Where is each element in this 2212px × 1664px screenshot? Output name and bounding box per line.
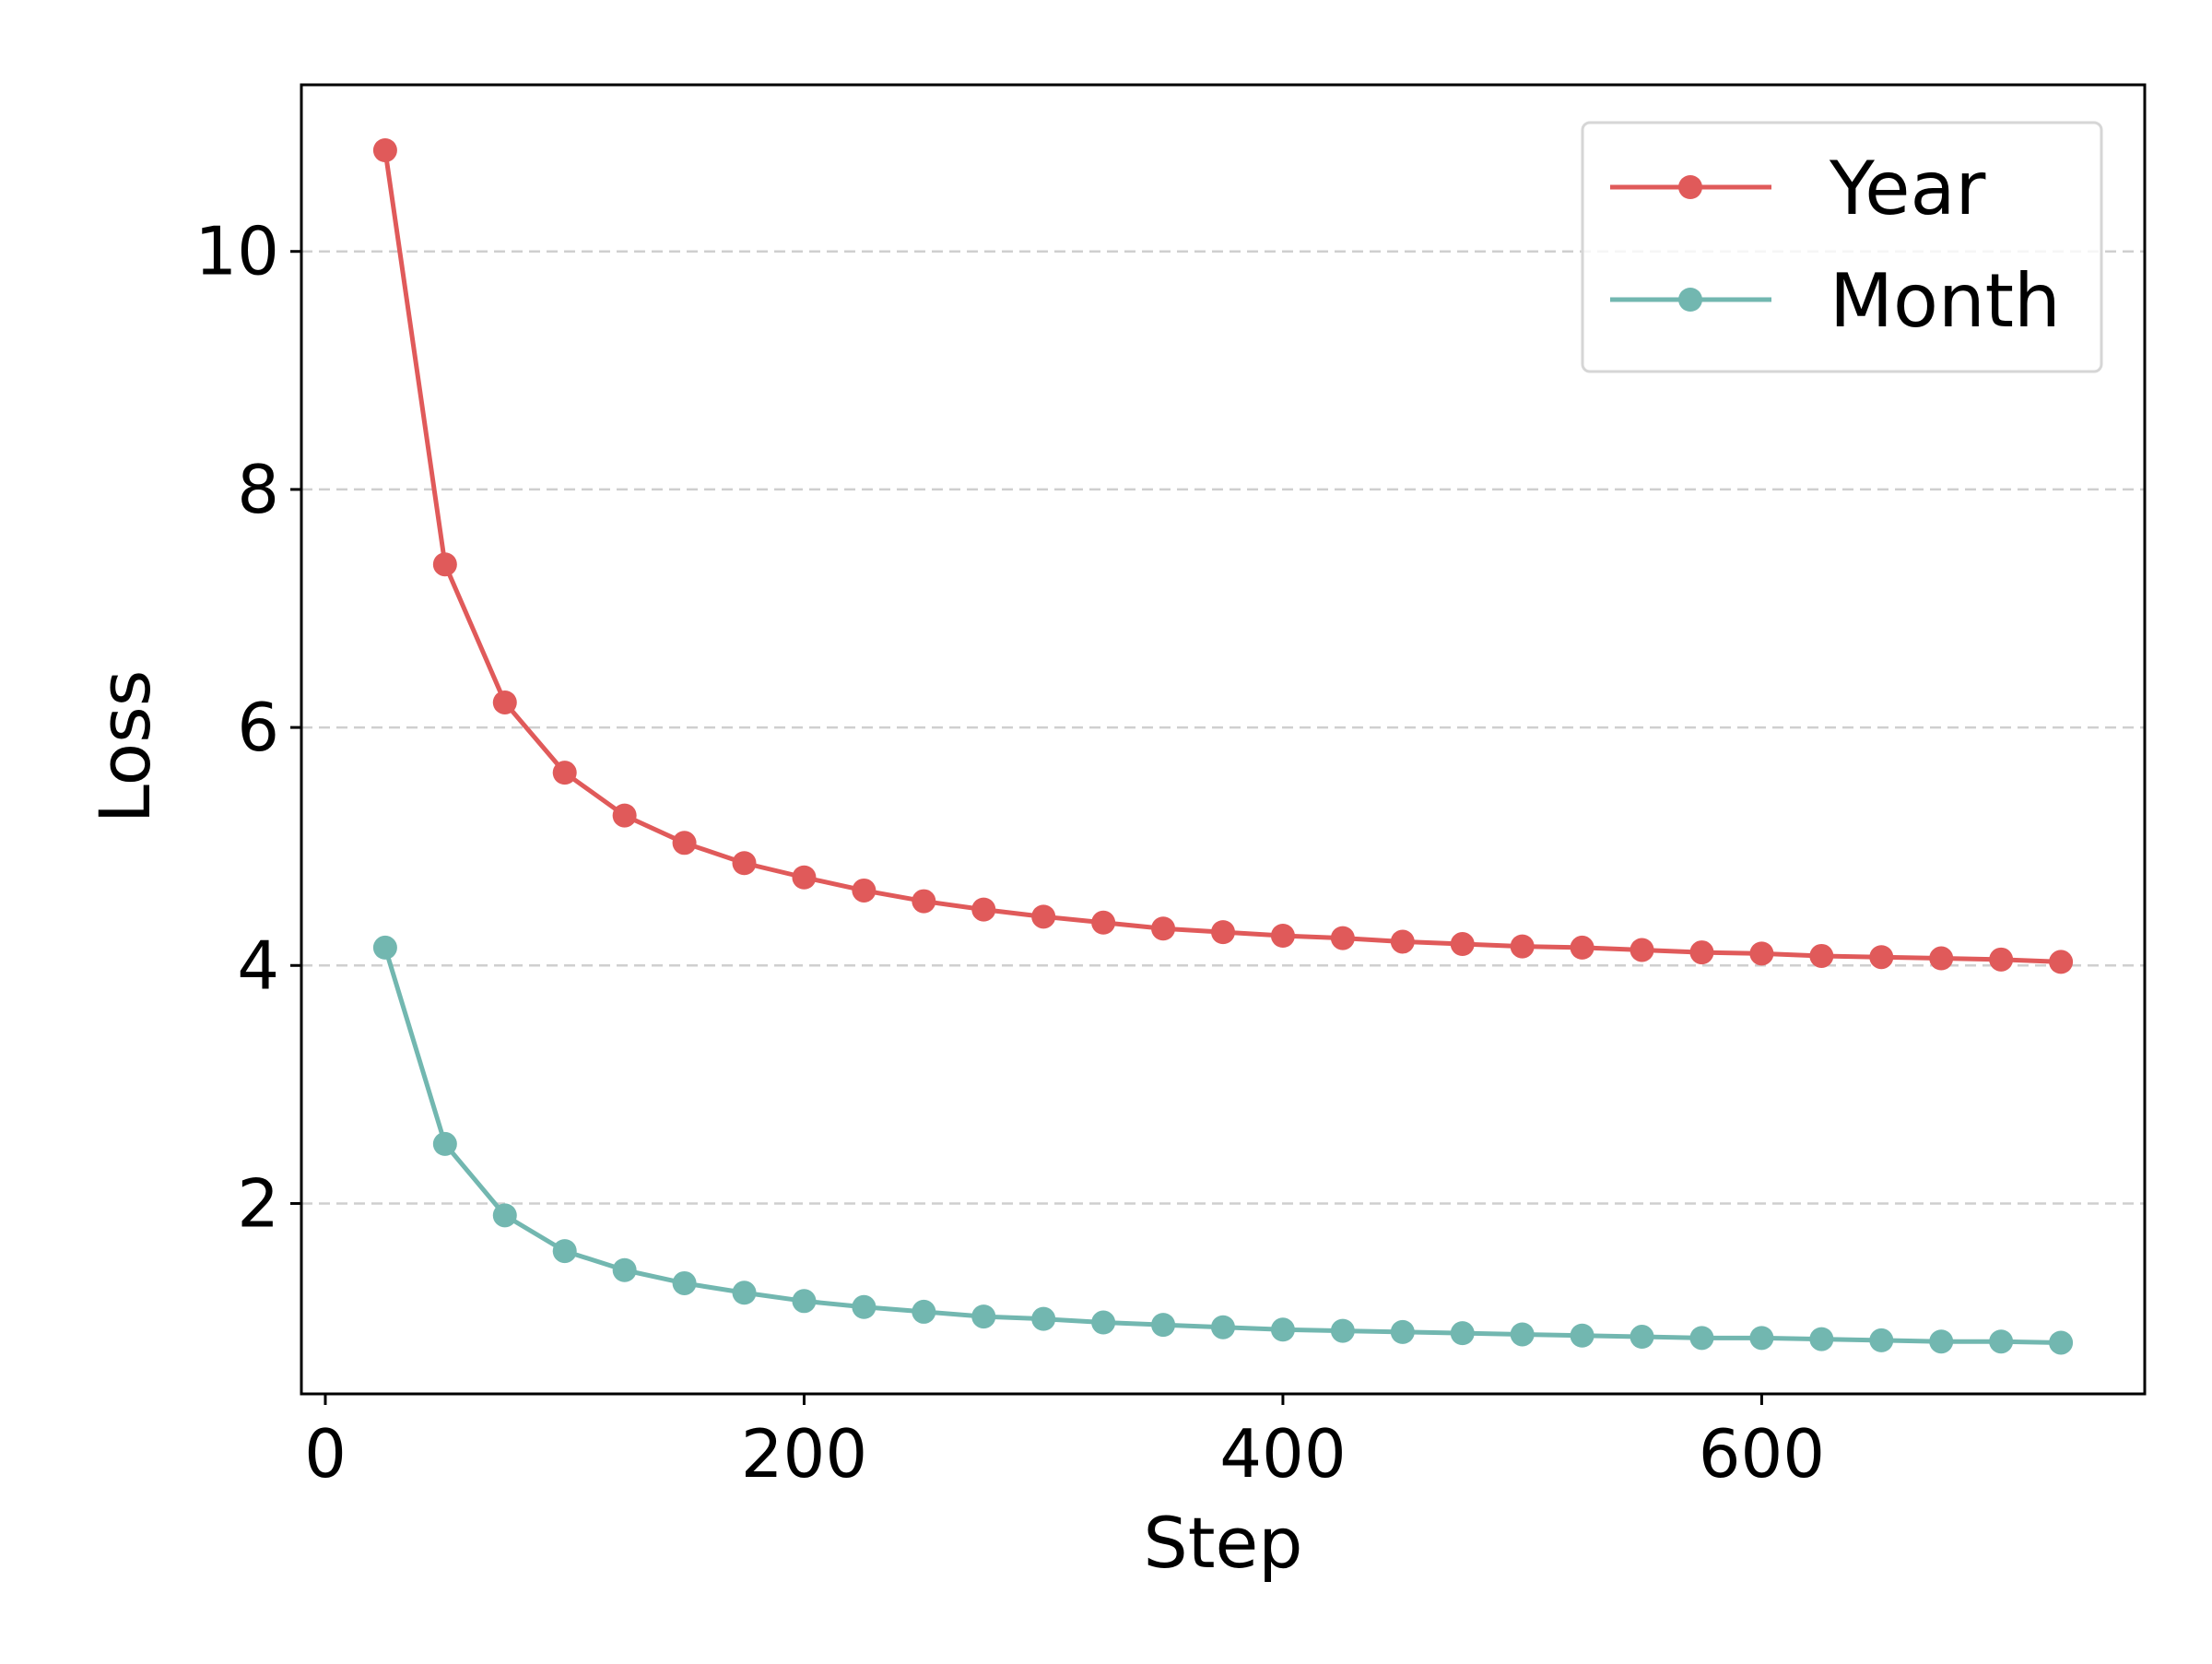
data-point-year <box>552 761 577 785</box>
y-tick-label: 8 <box>237 451 279 528</box>
data-point-year <box>1330 926 1355 950</box>
data-point-month <box>1809 1327 1834 1351</box>
data-point-year <box>1270 924 1295 948</box>
data-point-month <box>432 1131 457 1156</box>
data-point-month <box>1929 1329 1954 1354</box>
data-point-month <box>2049 1330 2074 1355</box>
data-point-month <box>1510 1322 1535 1347</box>
x-axis-title: Step <box>1143 1502 1302 1584</box>
data-point-month <box>372 935 397 960</box>
data-point-year <box>492 690 517 714</box>
data-point-year <box>1390 929 1415 954</box>
data-point-year <box>2049 950 2074 974</box>
data-point-year <box>612 803 637 828</box>
legend-label: Month <box>1830 258 2061 344</box>
data-point-month <box>1091 1310 1116 1335</box>
data-point-month <box>792 1289 817 1314</box>
x-tick-label: 400 <box>1219 1415 1346 1493</box>
data-point-year <box>971 897 996 922</box>
data-point-month <box>1211 1315 1235 1339</box>
data-point-month <box>971 1304 996 1329</box>
data-point-year <box>1869 945 1894 970</box>
data-point-month <box>1390 1319 1415 1344</box>
data-point-month <box>1151 1313 1176 1338</box>
data-point-month <box>1630 1325 1654 1350</box>
legend-label: Year <box>1829 146 1985 231</box>
data-point-month <box>1570 1323 1594 1348</box>
data-point-year <box>1929 946 1954 971</box>
legend-entry-month: Month <box>1610 258 2061 344</box>
data-point-year <box>672 831 697 856</box>
legend-swatch-marker <box>1678 175 1702 199</box>
x-tick-label: 200 <box>741 1415 867 1493</box>
data-point-month <box>1989 1329 2014 1354</box>
data-point-year <box>1091 910 1116 935</box>
data-point-month <box>552 1239 577 1264</box>
y-tick-label: 6 <box>237 689 279 766</box>
y-tick-label: 2 <box>237 1164 279 1242</box>
data-point-month <box>612 1257 637 1282</box>
data-point-year <box>432 552 457 577</box>
data-point-year <box>1749 941 1774 966</box>
data-point-year <box>912 889 936 914</box>
data-point-month <box>1031 1306 1056 1331</box>
data-point-year <box>1151 916 1176 941</box>
data-point-month <box>492 1203 517 1228</box>
series-layer <box>372 138 2074 1355</box>
data-point-month <box>1330 1318 1355 1343</box>
legend-swatch-marker <box>1678 288 1702 312</box>
plot-frame <box>300 83 2147 1396</box>
data-point-month <box>1689 1326 1714 1351</box>
axis-ticks: 2 4 6 8 10 0 200 400 600 <box>194 213 1825 1493</box>
y-axis-title: Loss <box>84 670 166 824</box>
data-point-month <box>732 1280 757 1305</box>
data-point-month <box>1749 1326 1774 1351</box>
gridlines <box>301 250 2145 1205</box>
legend: Year Month <box>1581 121 2103 373</box>
data-point-year <box>852 878 877 903</box>
data-point-year <box>792 865 817 890</box>
data-point-year <box>1510 934 1535 959</box>
data-point-year <box>372 138 397 162</box>
legend-entries: Year Month <box>1610 146 2061 344</box>
data-point-year <box>1570 935 1594 960</box>
data-point-month <box>1869 1328 1894 1352</box>
x-tick-label: 600 <box>1699 1415 1825 1493</box>
series-year <box>372 138 2074 974</box>
data-point-year <box>1809 943 1834 968</box>
data-point-year <box>1211 920 1235 945</box>
y-tick-label: 4 <box>237 926 279 1004</box>
legend-entry-year: Year <box>1610 146 1985 231</box>
data-point-month <box>1450 1321 1475 1346</box>
data-point-year <box>732 851 757 876</box>
x-tick-label: 0 <box>304 1415 347 1493</box>
data-point-year <box>1689 940 1714 965</box>
data-point-year <box>1450 932 1475 957</box>
data-point-month <box>912 1299 936 1324</box>
data-point-month <box>672 1270 697 1295</box>
series-month <box>372 935 2074 1355</box>
data-point-year <box>1630 938 1654 962</box>
data-point-year <box>1031 904 1056 929</box>
data-point-month <box>852 1294 877 1319</box>
data-point-year <box>1989 947 2014 972</box>
data-point-month <box>1270 1317 1295 1342</box>
y-tick-label: 10 <box>194 213 279 290</box>
